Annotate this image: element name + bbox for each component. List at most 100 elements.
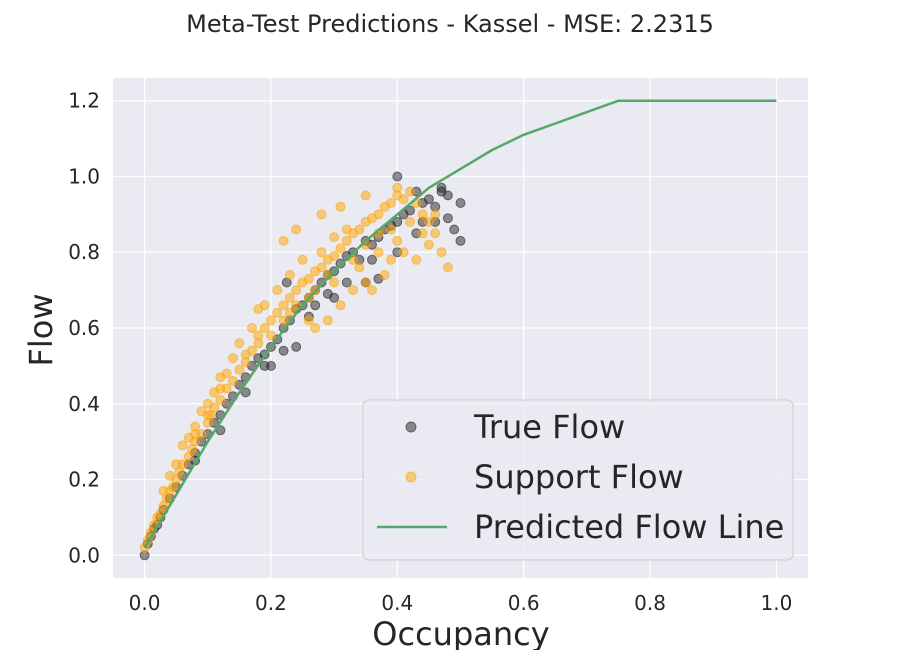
legend-true-flow-marker (405, 421, 417, 433)
support-flow-point (253, 330, 264, 341)
y-axis-title: Flow (22, 293, 60, 366)
support-flow-point (297, 254, 308, 265)
support-flow-point (386, 198, 396, 208)
support-flow-point (360, 277, 371, 288)
support-flow-point (284, 292, 295, 303)
support-flow-point (316, 247, 327, 258)
support-flow-point (335, 201, 346, 212)
support-flow-point (291, 224, 302, 235)
legend-true-flow-label: True Flow (473, 408, 625, 446)
true-flow-point (423, 194, 434, 205)
true-flow-point (442, 190, 453, 201)
tick-labels: 0.0 0.2 0.4 0.6 0.8 1.0 0.0 0.2 0.4 0.6 0.8 1.0 1.2 (68, 89, 792, 615)
x-axis-title: Occupancy (372, 615, 549, 650)
y-tick-label: 1.2 (68, 89, 100, 113)
support-flow-point (430, 228, 441, 239)
y-tick-label: 0.8 (68, 240, 100, 264)
y-tick-label: 0.6 (68, 316, 100, 340)
true-flow-point (392, 171, 403, 182)
support-flow-point (373, 247, 384, 258)
support-flow-point (215, 395, 226, 405)
support-flow-point (398, 194, 409, 205)
support-flow-point (386, 254, 396, 265)
support-flow-point (291, 300, 302, 311)
support-flow-point (266, 330, 276, 341)
support-flow-point (367, 285, 377, 296)
true-flow-point (310, 300, 321, 311)
support-flow-point (442, 262, 453, 273)
support-flow-point (411, 254, 422, 265)
support-flow-point (158, 485, 169, 496)
support-flow-point (215, 383, 226, 394)
true-flow-point (329, 292, 340, 303)
support-flow-point (221, 368, 232, 379)
legend-support-flow-marker (405, 471, 417, 483)
support-flow-point (278, 300, 289, 311)
support-flow-point (259, 300, 270, 311)
support-flow-point (303, 273, 314, 284)
true-flow-point (436, 182, 447, 193)
x-tick-label: 0.4 (381, 591, 413, 615)
support-flow-point (190, 429, 201, 440)
support-flow-point (417, 228, 428, 239)
support-flow-point (291, 285, 302, 296)
true-flow-point (240, 387, 251, 398)
y-tick-label: 0.2 (68, 468, 100, 492)
true-flow-point (405, 205, 415, 216)
x-tick-label: 0.2 (255, 591, 287, 615)
chart-title: Meta-Test Predictions - Kassel - MSE: 2.… (186, 10, 714, 38)
support-flow-point (405, 186, 415, 197)
support-flow-point (341, 235, 352, 246)
support-flow-point (202, 410, 213, 421)
support-flow-point (354, 224, 365, 235)
support-flow-point (322, 315, 333, 326)
support-flow-point (284, 307, 295, 318)
support-flow-point (430, 209, 441, 220)
support-flow-point (316, 262, 327, 273)
support-flow-point (436, 247, 447, 258)
support-flow-point (329, 277, 340, 288)
true-flow-point (449, 224, 460, 235)
x-tick-label: 0.6 (508, 591, 540, 615)
support-flow-point (234, 364, 245, 375)
support-flow-point (379, 270, 390, 280)
support-flow-point (272, 285, 283, 296)
y-tick-label: 1.0 (68, 164, 100, 188)
support-flow-point (360, 190, 371, 201)
support-flow-point (354, 262, 365, 273)
x-tick-label: 0.0 (129, 591, 161, 615)
y-tick-label: 0.0 (68, 543, 100, 567)
support-flow-point (329, 232, 340, 243)
true-flow-point (278, 345, 289, 356)
support-flow-point (392, 235, 403, 246)
support-flow-point (278, 235, 289, 246)
true-flow-point (442, 213, 453, 224)
support-flow-point (386, 224, 396, 235)
true-flow-point (316, 277, 327, 288)
support-flow-point (164, 470, 175, 481)
support-flow-point (335, 243, 346, 254)
x-tick-label: 0.8 (634, 591, 666, 615)
support-flow-point (316, 209, 327, 220)
support-flow-point (266, 315, 276, 326)
true-flow-point (455, 235, 466, 246)
support-flow-point (259, 323, 270, 333)
support-flow-point (348, 254, 359, 265)
support-flow-point (392, 182, 403, 193)
x-tick-label: 1.0 (761, 591, 793, 615)
support-flow-point (423, 216, 434, 227)
legend-predicted-line-label: Predicted Flow Line (474, 508, 784, 546)
support-flow-point (335, 300, 346, 311)
support-flow-point (348, 285, 359, 296)
true-flow-point (392, 216, 403, 227)
support-flow-point (240, 349, 251, 360)
y-tick-label: 0.4 (68, 392, 100, 416)
support-flow-point (272, 307, 283, 318)
true-flow-point (367, 254, 377, 265)
support-flow-point (284, 270, 295, 280)
support-flow-point (423, 239, 434, 250)
true-flow-point (291, 341, 302, 352)
support-flow-point (228, 376, 238, 386)
support-flow-point (373, 209, 384, 220)
